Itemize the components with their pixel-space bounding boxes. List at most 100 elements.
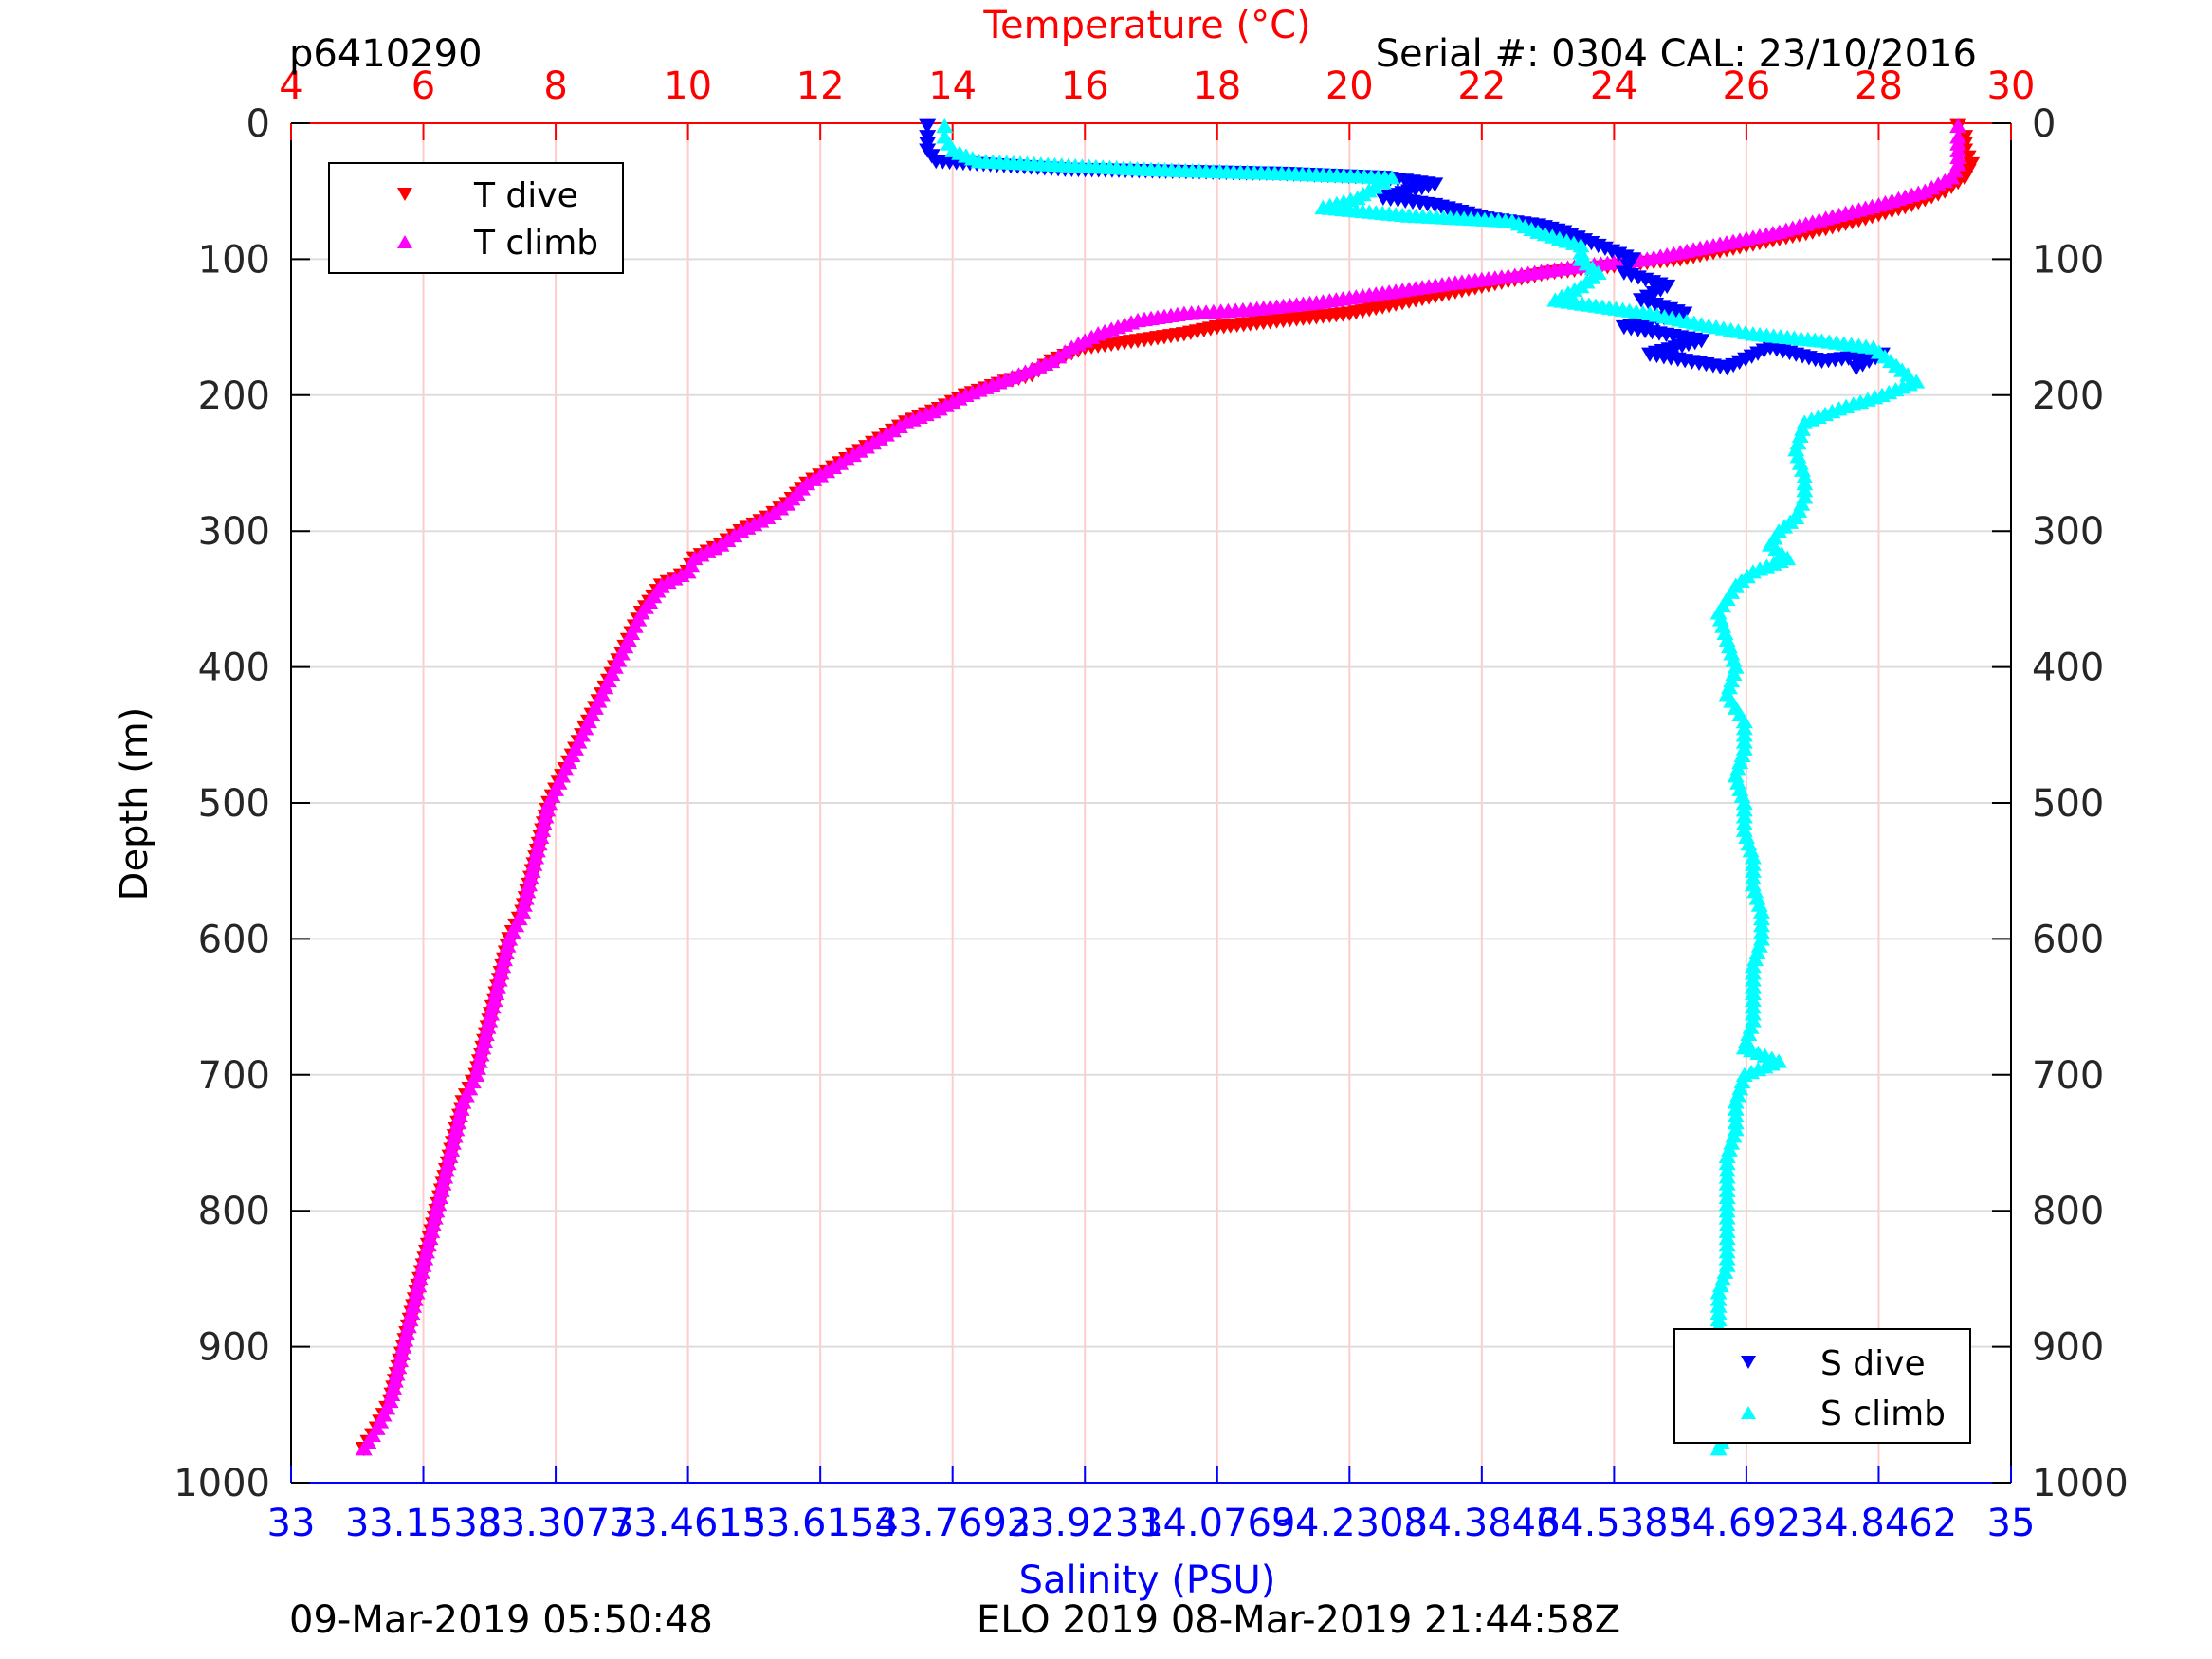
temperature-climb-point bbox=[530, 835, 548, 851]
temperature-tick-label: 10 bbox=[664, 64, 712, 108]
temperature-climb-point bbox=[489, 978, 507, 994]
temperature-climb-point bbox=[499, 938, 517, 953]
legend-t-dive-label: T dive bbox=[473, 176, 578, 215]
salinity-dive-point bbox=[919, 118, 937, 134]
temperature-legend: T dive T climb bbox=[328, 162, 624, 274]
depth-tick-label-left: 800 bbox=[198, 1190, 270, 1233]
temperature-climb-point bbox=[394, 1339, 412, 1354]
depth-tick-label-right: 600 bbox=[2032, 918, 2104, 961]
temperature-climb-point bbox=[388, 1366, 406, 1381]
temperature-tick-label: 4 bbox=[279, 64, 302, 108]
temperature-legend-box bbox=[328, 162, 624, 274]
salinity-tick-label: 34.0769 bbox=[1139, 1502, 1295, 1545]
temperature-tick-label: 24 bbox=[1590, 64, 1638, 108]
salinity-tick-label: 33.9231 bbox=[1007, 1502, 1163, 1545]
temperature-climb-point bbox=[452, 1101, 470, 1116]
temperature-climb-point bbox=[403, 1304, 421, 1320]
temperature-climb-point bbox=[449, 1114, 467, 1130]
temperature-climb-point bbox=[406, 1291, 424, 1306]
temperature-climb-point bbox=[386, 1373, 404, 1388]
depth-tick-label-left: 1000 bbox=[174, 1462, 270, 1505]
temperature-climb-point bbox=[401, 1311, 419, 1327]
temperature-climb-point bbox=[474, 1040, 492, 1055]
footer-center-text: ELO 2019 08-Mar-2019 21:44:58Z bbox=[977, 1598, 1620, 1642]
temperature-climb-point bbox=[497, 944, 515, 959]
salinity-tick-label: 34.5385 bbox=[1536, 1502, 1692, 1545]
temperature-climb-point bbox=[441, 1148, 459, 1164]
temperature-climb-point bbox=[432, 1182, 450, 1197]
depth-tick-label-left: 400 bbox=[198, 647, 270, 690]
temperature-climb-point bbox=[408, 1285, 426, 1300]
temperature-tick-label: 22 bbox=[1457, 64, 1506, 108]
salinity-tick-label: 35 bbox=[1987, 1502, 2036, 1545]
temperature-tick-label: 18 bbox=[1193, 64, 1241, 108]
temperature-tick-label: 20 bbox=[1325, 64, 1374, 108]
temperature-climb-point bbox=[490, 972, 508, 987]
temperature-climb-point bbox=[454, 1094, 472, 1109]
temperature-climb-point bbox=[383, 1386, 401, 1401]
temperature-climb-point bbox=[519, 884, 537, 899]
temperature-climb-point bbox=[430, 1189, 448, 1205]
temperature-climb-point bbox=[483, 1006, 501, 1021]
temperature-climb-point bbox=[469, 1060, 487, 1075]
temperature-tick-label: 26 bbox=[1722, 64, 1770, 108]
depth-tick-label-right: 400 bbox=[2032, 647, 2104, 690]
salinity-legend: S dive S climb bbox=[1673, 1328, 1971, 1444]
salinity-tick-label: 34.6923 bbox=[1668, 1502, 1824, 1545]
temperature-climb-point bbox=[494, 957, 512, 974]
legend-s-climb-marker bbox=[1741, 1406, 1756, 1419]
temperature-climb-point bbox=[416, 1250, 434, 1266]
temperature-climb-point bbox=[425, 1216, 443, 1231]
temperature-climb-point bbox=[485, 992, 503, 1008]
temperature-climb-point bbox=[443, 1141, 461, 1157]
temperature-climb-point bbox=[412, 1264, 430, 1279]
depth-tick-label-left: 600 bbox=[198, 918, 270, 961]
temperature-climb-point bbox=[479, 1019, 497, 1034]
salinity-tick-label: 33.7692 bbox=[874, 1502, 1031, 1545]
data-marks bbox=[355, 118, 1981, 1457]
temperature-tick-label: 30 bbox=[1987, 64, 2036, 108]
temperature-climb-point bbox=[523, 863, 541, 878]
depth-tick-label-right: 500 bbox=[2032, 782, 2104, 826]
salinity-tick-label: 34.8462 bbox=[1801, 1502, 1957, 1545]
depth-tick-label-left: 200 bbox=[198, 374, 270, 418]
depth-tick-label-right: 0 bbox=[2032, 102, 2056, 146]
salinity-tick-label: 33 bbox=[267, 1502, 316, 1545]
temperature-climb-point bbox=[528, 843, 546, 858]
temperature-climb-point bbox=[484, 999, 502, 1014]
temperature-climb-point bbox=[393, 1345, 411, 1360]
salinity-tick-label: 33.4615 bbox=[610, 1502, 766, 1545]
temperature-climb-point bbox=[1949, 118, 1967, 134]
depth-tick-label-left: 0 bbox=[247, 102, 270, 146]
temperature-climb-point bbox=[476, 1032, 494, 1048]
depth-tick-label-left: 900 bbox=[198, 1326, 270, 1370]
depth-tick-label-right: 200 bbox=[2032, 374, 2104, 418]
temperature-climb-point bbox=[399, 1318, 417, 1334]
depth-tick-label-right: 900 bbox=[2032, 1326, 2104, 1370]
temperature-tick-label: 6 bbox=[411, 64, 435, 108]
depth-tick-label-left: 500 bbox=[198, 782, 270, 826]
salinity-dive-point bbox=[1847, 360, 1865, 376]
temperature-climb-point bbox=[477, 1026, 495, 1041]
temperature-climb-point bbox=[539, 802, 557, 817]
legend-t-climb-label: T climb bbox=[473, 224, 598, 263]
salinity-climb-point bbox=[936, 118, 954, 134]
temperature-climb-point bbox=[414, 1257, 432, 1272]
legend-s-dive-label: S dive bbox=[1820, 1344, 1926, 1383]
depth-tick-label-left: 100 bbox=[198, 238, 270, 282]
temperature-climb-point bbox=[396, 1332, 414, 1347]
temperature-climb-point bbox=[521, 876, 539, 892]
temperature-climb-point bbox=[444, 1135, 462, 1150]
depth-tick-label-right: 1000 bbox=[2032, 1462, 2129, 1505]
temperature-climb-point bbox=[430, 1195, 448, 1212]
depth-tick-label-right: 300 bbox=[2032, 510, 2104, 554]
temperature-climb-point bbox=[398, 1325, 416, 1340]
salinity-legend-box bbox=[1673, 1328, 1971, 1444]
temperature-tick-label: 14 bbox=[928, 64, 977, 108]
temperature-tick-label: 16 bbox=[1061, 64, 1109, 108]
axes: 4 6 8 10 12 14 16 18 20 22 24 26 28 30 33 33.153833.307… bbox=[174, 64, 2129, 1545]
salinity-climb-point bbox=[1709, 1441, 1728, 1456]
salinity-climb-point bbox=[1374, 174, 1392, 190]
temperature-climb-point bbox=[527, 849, 545, 865]
temperature-climb-point bbox=[355, 1441, 373, 1456]
